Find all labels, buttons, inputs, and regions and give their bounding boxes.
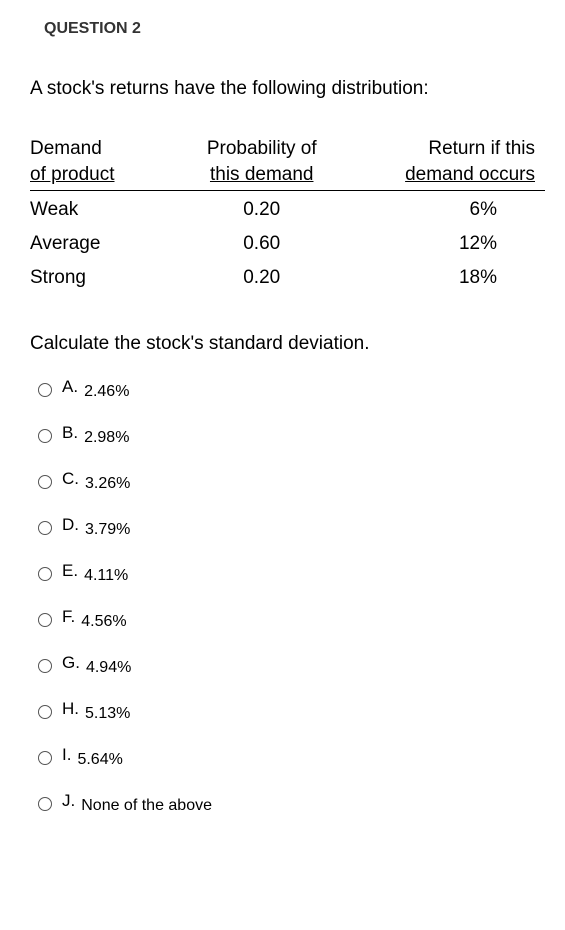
option-d[interactable]: D. 3.79% [30, 509, 545, 547]
table-header-col2-line2: this demand [174, 164, 349, 191]
cell-demand: Weak [30, 191, 174, 226]
option-value: 4.11% [84, 567, 128, 585]
radio-icon[interactable] [38, 475, 52, 489]
option-j[interactable]: J. None of the above [30, 785, 545, 823]
table-header-col1-line2: of product [30, 164, 174, 191]
cell-return: 12% [349, 225, 545, 259]
option-letter: E. [62, 561, 78, 581]
instruction-text: Calculate the stock's standard deviation… [30, 333, 545, 355]
option-letter: A. [62, 377, 78, 397]
option-letter: I. [62, 745, 71, 765]
option-letter: F. [62, 607, 75, 627]
cell-return: 6% [349, 191, 545, 226]
cell-probability: 0.20 [174, 191, 349, 226]
cell-demand: Average [30, 225, 174, 259]
option-letter: C. [62, 469, 79, 489]
table-header-col1-line1: Demand [30, 138, 174, 164]
option-value: 4.56% [81, 613, 126, 631]
cell-return: 18% [349, 259, 545, 293]
option-value: 5.13% [85, 705, 130, 723]
option-f[interactable]: F. 4.56% [30, 601, 545, 639]
option-c[interactable]: C. 3.26% [30, 463, 545, 501]
option-value: 5.64% [77, 751, 122, 769]
radio-icon[interactable] [38, 429, 52, 443]
radio-icon[interactable] [38, 751, 52, 765]
radio-icon[interactable] [38, 383, 52, 397]
cell-probability: 0.60 [174, 225, 349, 259]
cell-probability: 0.20 [174, 259, 349, 293]
radio-icon[interactable] [38, 521, 52, 535]
table-row: Weak 0.20 6% [30, 191, 545, 226]
distribution-table: Demand Probability of Return if this of … [30, 138, 545, 293]
option-b[interactable]: B. 2.98% [30, 417, 545, 455]
table-row: Average 0.60 12% [30, 225, 545, 259]
cell-demand: Strong [30, 259, 174, 293]
question-number: QUESTION 2 [44, 20, 545, 38]
table-header-col3-line1: Return if this [349, 138, 545, 164]
option-value: 3.26% [85, 475, 130, 493]
table-row: Strong 0.20 18% [30, 259, 545, 293]
radio-icon[interactable] [38, 659, 52, 673]
options-group: A. 2.46% B. 2.98% C. 3.26% D. 3.79% E. 4… [30, 371, 545, 823]
option-letter: J. [62, 791, 75, 811]
option-h[interactable]: H. 5.13% [30, 693, 545, 731]
radio-icon[interactable] [38, 705, 52, 719]
option-e[interactable]: E. 4.11% [30, 555, 545, 593]
table-header-col3-line2: demand occurs [349, 164, 545, 191]
option-value: 2.46% [84, 383, 129, 401]
option-g[interactable]: G. 4.94% [30, 647, 545, 685]
table-header-col2-line1: Probability of [174, 138, 349, 164]
option-i[interactable]: I. 5.64% [30, 739, 545, 777]
question-prompt: A stock's returns have the following dis… [30, 78, 545, 100]
option-value: None of the above [81, 797, 212, 815]
radio-icon[interactable] [38, 797, 52, 811]
option-letter: G. [62, 653, 80, 673]
radio-icon[interactable] [38, 567, 52, 581]
radio-icon[interactable] [38, 613, 52, 627]
option-a[interactable]: A. 2.46% [30, 371, 545, 409]
option-value: 3.79% [85, 521, 130, 539]
option-letter: H. [62, 699, 79, 719]
option-letter: D. [62, 515, 79, 535]
option-value: 2.98% [84, 429, 129, 447]
option-value: 4.94% [86, 659, 131, 677]
option-letter: B. [62, 423, 78, 443]
